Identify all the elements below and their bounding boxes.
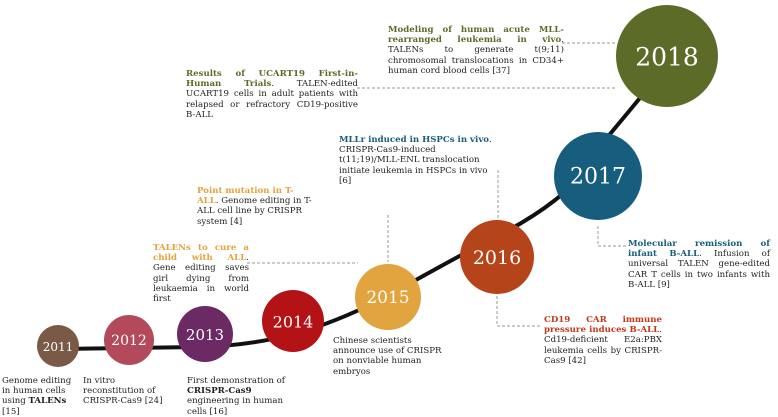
year-label-2013: 2013 (186, 326, 224, 344)
connector-molecular (597, 226, 626, 247)
note-point: Point mutation in T-ALL. Genome editing … (197, 186, 315, 227)
note-point-highlight: Point mutation in T-ALL (197, 186, 294, 207)
note-modeling: Modeling of human acute MLL-rearranged l… (388, 25, 564, 76)
year-label-2015: 2015 (366, 288, 409, 308)
year-label-2012: 2012 (111, 333, 147, 349)
note-mllr-text: . CRISPR-Cas9-induced t(11;19)/MLL-ENL t… (339, 135, 492, 186)
note-2012-text: In vitro reconstitution of CRISPR-Cas9 [… (83, 376, 163, 407)
circle-2013 (177, 306, 233, 362)
note-modeling-text: . TALENs to generate t(9;11) chromosomal… (388, 35, 564, 76)
note-modeling-highlight: Modeling of human acute MLL-rearranged l… (388, 25, 564, 46)
timeline-graphic: 2011 2012 2013 2014 2015 2016 2017 2018 (37, 5, 718, 367)
connector-lines (247, 42, 626, 327)
note-2011-text: Genome editing in human cells using (2, 376, 72, 407)
circle-2012 (104, 315, 154, 365)
circle-2016 (460, 220, 534, 294)
year-label-2016: 2016 (473, 247, 521, 269)
note-molecular: Molecular remission of infant B-ALL. Inf… (628, 239, 770, 290)
year-labels: 2011 2012 2013 2014 2015 2016 2017 2018 (43, 43, 699, 355)
circle-2017 (554, 132, 642, 220)
note-2013: First demonstration of CRISPR-Cas9 engin… (187, 376, 295, 417)
circle-2018 (616, 5, 718, 107)
note-cd19-highlight: CD19 CAR immune pressure induces B-ALL (544, 315, 662, 336)
year-label-2014: 2014 (273, 313, 314, 332)
note-ucart-highlight: Results of UCART19 First-in-Human Trials (186, 69, 358, 90)
note-talens-text: . Gene editing saves girl dying from leu… (153, 253, 249, 305)
note-molecular-highlight: Molecular remission of infant B-ALL (628, 239, 770, 260)
note-2015: Chinese scientists announce use of CRISP… (333, 336, 445, 377)
note-ucart-text: . TALEN-edited UCART19 cells in adult pa… (186, 79, 358, 120)
year-label-2017: 2017 (570, 165, 626, 190)
circle-2011 (37, 325, 79, 367)
note-2011-keyword: TALENs (28, 396, 67, 407)
note-cd19: CD19 CAR immune pressure induces B-ALL. … (544, 315, 662, 366)
note-point-text: . Genome editing in T-ALL cell line by C… (197, 196, 312, 227)
connector-cd19 (496, 286, 540, 327)
year-circles (37, 5, 718, 367)
circle-2015 (355, 264, 421, 330)
note-2012: In vitro reconstitution of CRISPR-Cas9 [… (83, 376, 173, 407)
note-2013-keyword: CRISPR-Cas9 (187, 386, 252, 397)
note-molecular-text: . Infusion of universal TALEN gene-edite… (628, 249, 771, 290)
year-label-2011: 2011 (43, 340, 74, 354)
note-ucart: Results of UCART19 First-in-Human Trials… (186, 69, 358, 120)
note-mllr-highlight: MLLr induced in HSPCs in vivo (339, 135, 490, 145)
note-2011: Genome editing in human cells using TALE… (2, 376, 72, 417)
circle-2014 (262, 290, 324, 352)
note-talens: TALENs to cure a child with ALL. Gene ed… (153, 243, 249, 304)
note-cd19-text: . Cd19-deficient E2a:PBX leukemia cells … (544, 325, 662, 366)
year-label-2018: 2018 (635, 43, 699, 72)
note-2011-ref: [15] (2, 406, 20, 417)
note-2015-text: Chinese scientists announce use of CRISP… (333, 336, 442, 377)
note-talens-highlight: TALENs to cure a child with ALL (153, 243, 249, 264)
note-mllr: MLLr induced in HSPCs in vivo. CRISPR-Ca… (339, 135, 497, 186)
note-2013-text: First demonstration of (187, 376, 285, 386)
